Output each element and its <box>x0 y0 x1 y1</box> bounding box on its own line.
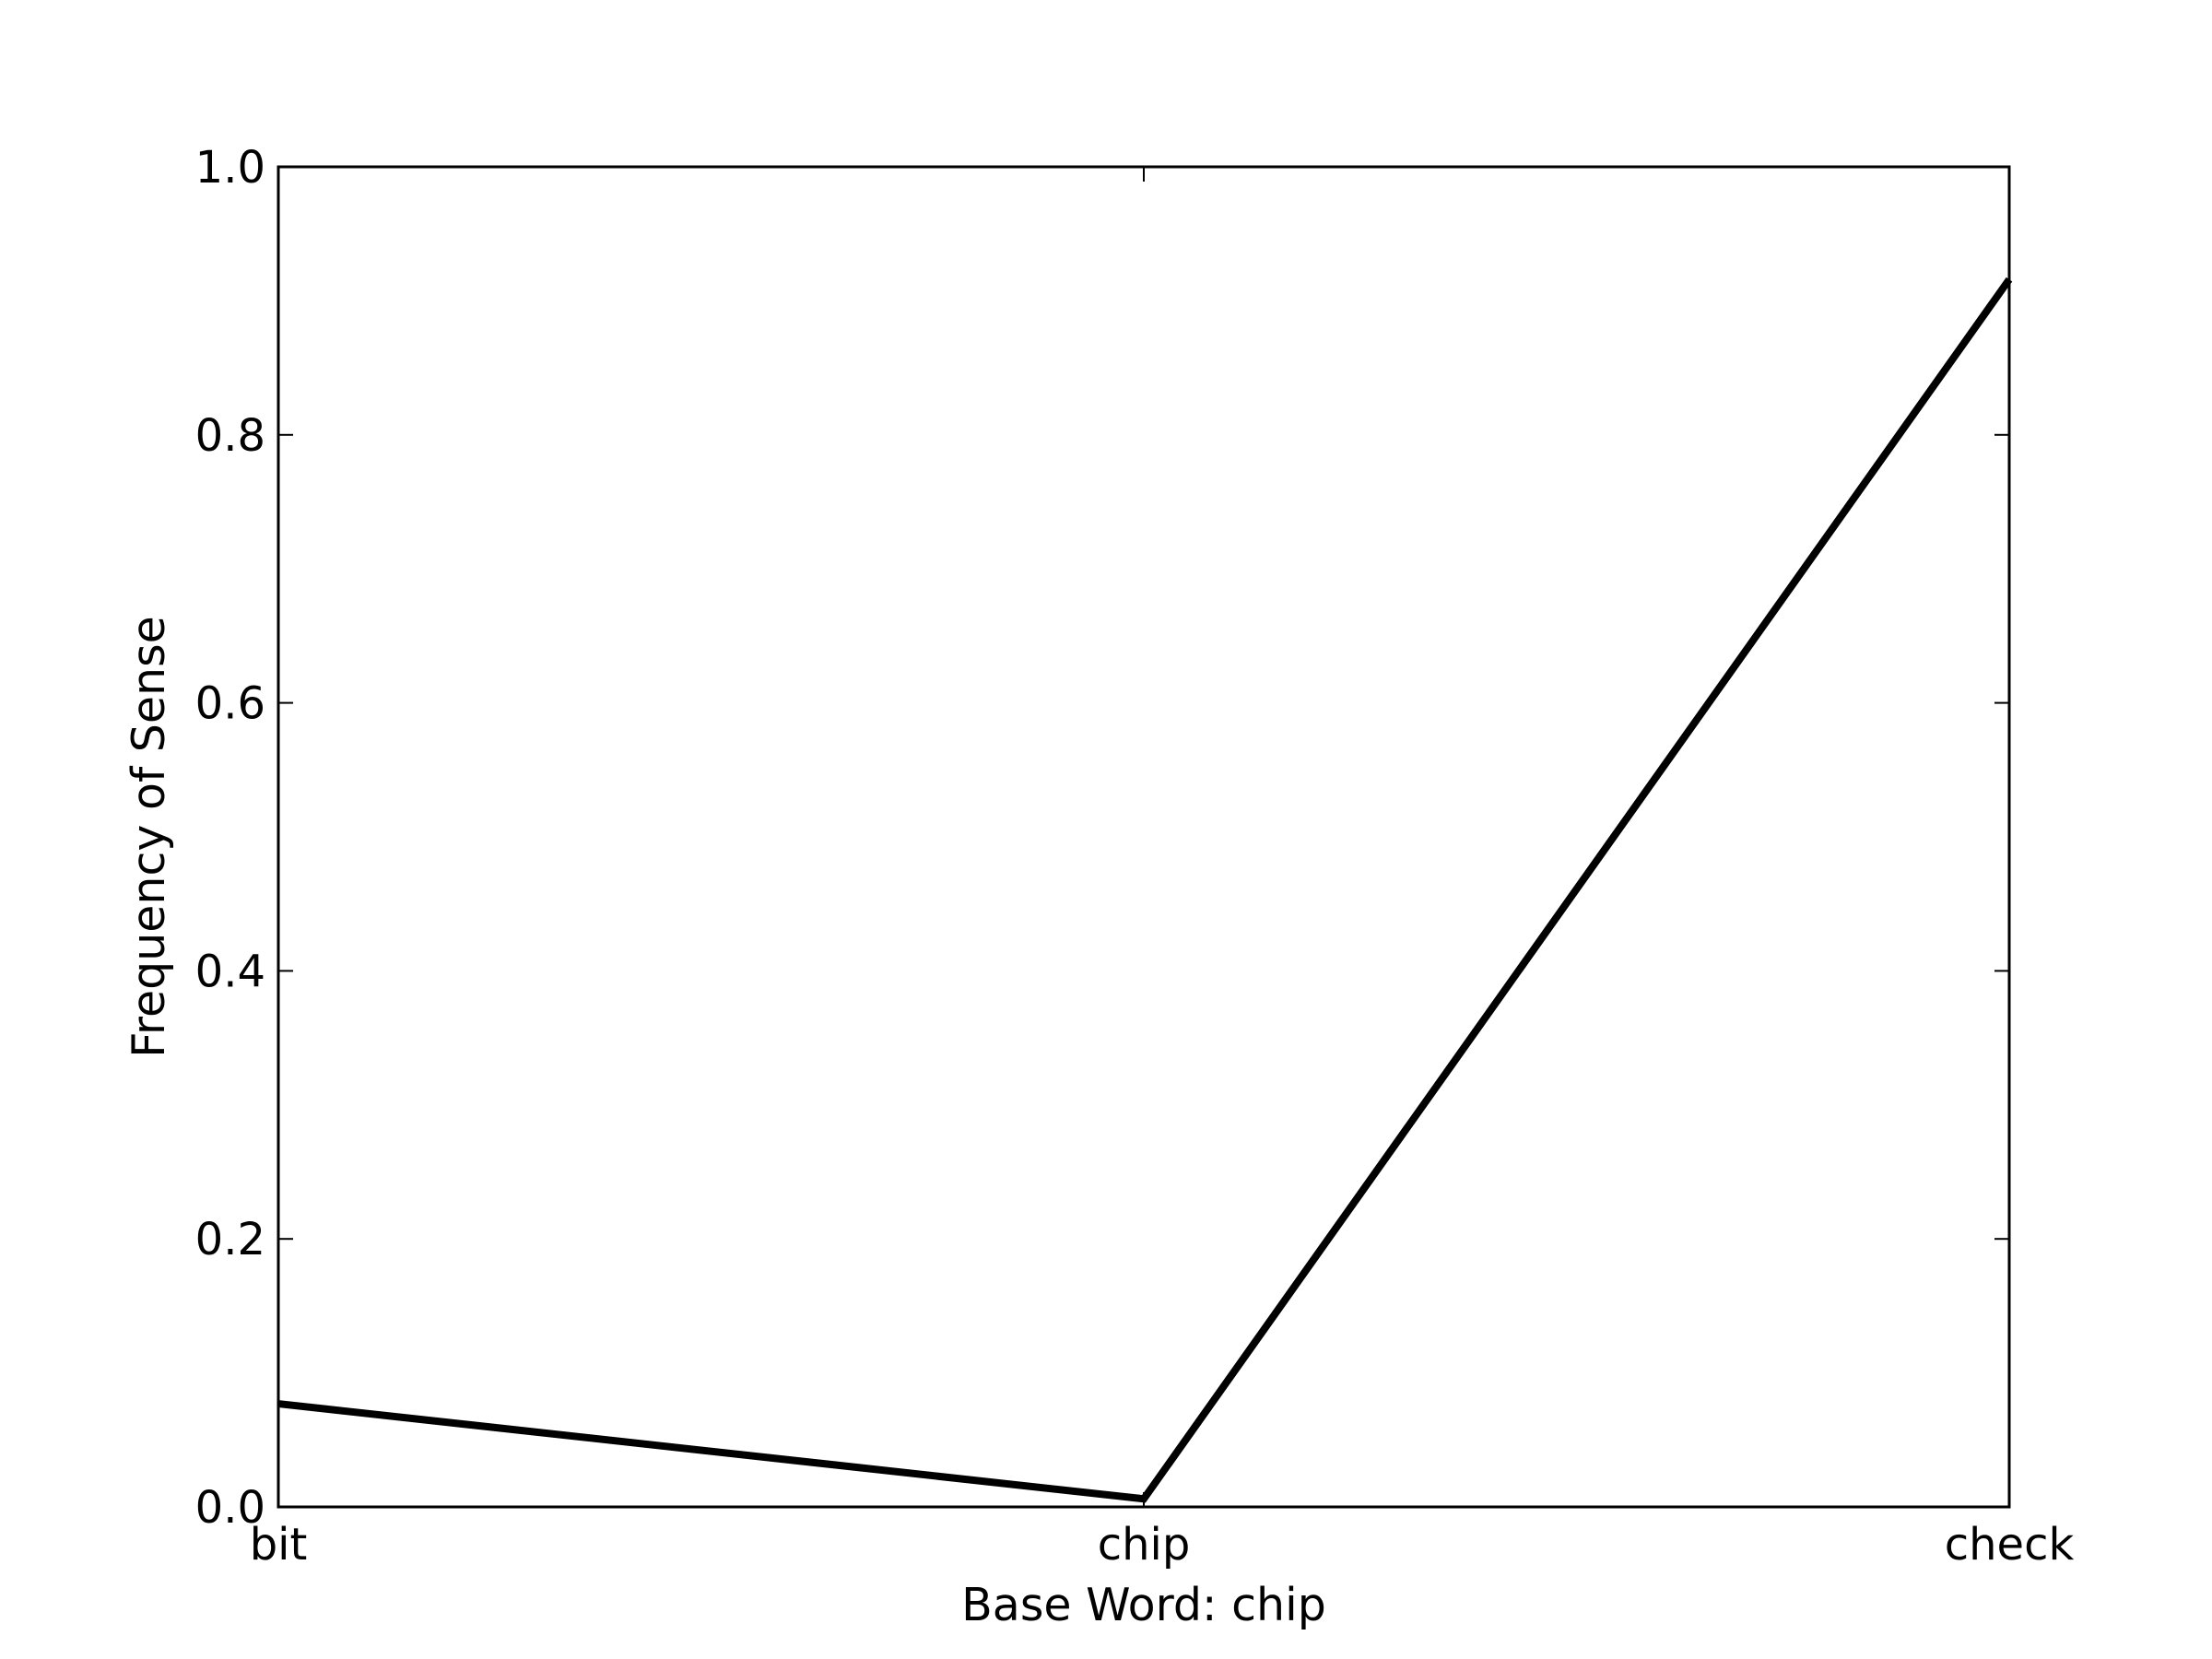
x-tick-labels: bit chip check <box>250 1519 2075 1571</box>
plot-area <box>278 167 2009 1507</box>
x-tick-label: bit <box>250 1519 308 1571</box>
series-group <box>277 276 2013 1503</box>
x-tick-label: chip <box>1098 1519 1191 1571</box>
y-tick-label: 0.4 <box>195 946 265 997</box>
y-tick-label: 0.8 <box>195 410 265 462</box>
x-tick-label: check <box>1945 1519 2075 1571</box>
x-axis-label: Base Word: chip <box>961 1579 1326 1631</box>
y-axis-label: Frequency of Sense <box>123 616 175 1058</box>
plot-frame <box>276 165 2011 1509</box>
y-tick-label: 0.0 <box>195 1482 265 1534</box>
y-tick-label: 1.0 <box>195 142 265 194</box>
series-line <box>277 276 2013 1503</box>
y-tick-labels: 0.0 0.2 0.4 0.6 0.8 1.0 <box>195 142 265 1534</box>
y-tick-label: 0.2 <box>195 1214 265 1265</box>
y-tick-label: 0.6 <box>195 678 265 730</box>
